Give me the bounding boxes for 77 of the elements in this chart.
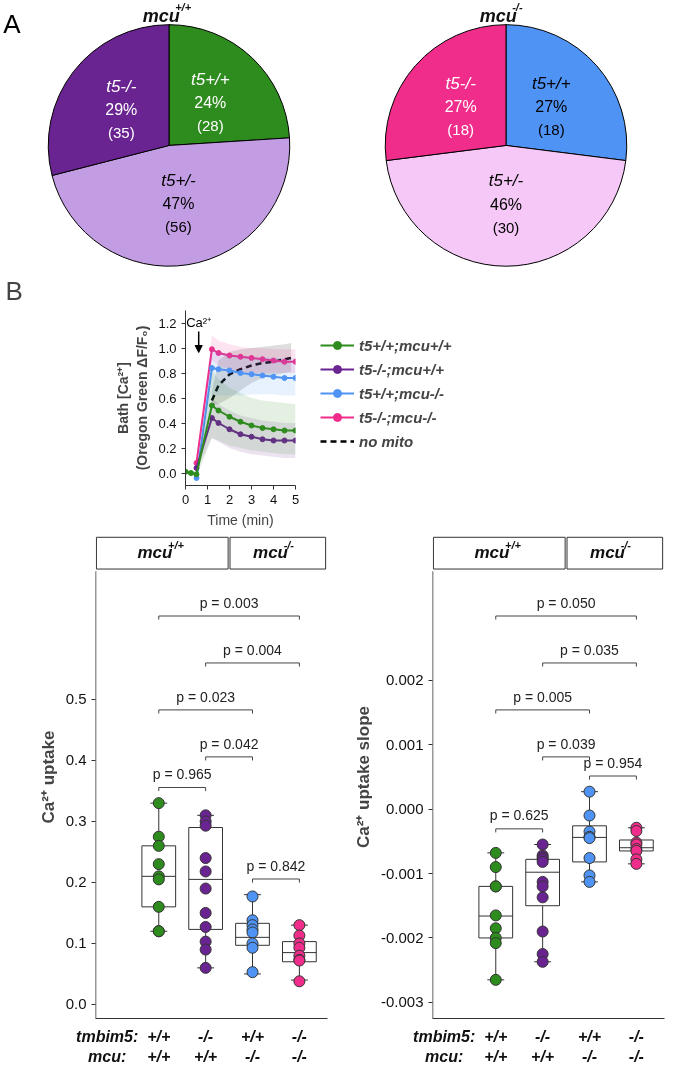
data-label: 47% (56) xyxy=(162,195,195,236)
annotation: Ca²⁺ xyxy=(186,315,212,331)
text: mcu-/- xyxy=(590,538,632,562)
x-tick-label: -/- -/- xyxy=(291,1027,307,1065)
y-tick-label: 0.2 xyxy=(158,440,177,456)
y-tick-label: 0.2 xyxy=(65,873,87,891)
x-tick-label: 1 xyxy=(203,491,212,507)
legend-label: t5-/-;mcu-/- xyxy=(359,408,437,426)
annotation: p = 0.023 xyxy=(176,688,236,705)
annotation: p = 0.004 xyxy=(223,641,283,658)
chart-title: mcu-/- xyxy=(479,1,523,26)
annotation: p = 0.050 xyxy=(536,594,596,611)
y-tick-label: -0.001 xyxy=(380,864,424,882)
chart-title: mcu+/+ xyxy=(142,1,192,26)
y-tick-label: 0.6 xyxy=(158,390,177,406)
y-tick-label: 0.0 xyxy=(65,995,87,1013)
y-tick-label: 0.3 xyxy=(65,812,87,830)
data-label: 27% (18) xyxy=(444,98,477,139)
x-tick-label: 2 xyxy=(225,491,234,507)
text: mcu-/- xyxy=(253,538,295,562)
y-tick-label: 0.5 xyxy=(65,690,87,708)
y-tick-label: 1.2 xyxy=(158,315,177,331)
x-tick-label: +/+ -/- xyxy=(240,1027,265,1065)
x-tick-label: +/+ -/- xyxy=(577,1027,602,1065)
x-tick-label: -/- +/+ xyxy=(531,1027,555,1065)
y-tick-label: 0.4 xyxy=(65,751,87,769)
y-tick-label: 1.0 xyxy=(158,340,177,356)
y-tick-label: 0.1 xyxy=(65,934,87,952)
y-axis-title: Bath [Ca²⁺] (Oregon Green ΔF/F₀) xyxy=(115,325,151,471)
slice-label: t5+/- xyxy=(488,171,524,191)
annotation: p = 0.039 xyxy=(536,735,596,752)
slice-label: t5-/- xyxy=(106,76,137,96)
slice-label: t5-/- xyxy=(445,73,477,93)
annotation: p = 0.965 xyxy=(152,766,212,783)
text: mcu+/+ xyxy=(474,538,522,562)
annotation: p = 0.035 xyxy=(560,641,620,658)
x-tick-label: +/+ +/+ xyxy=(484,1027,508,1065)
data-label: 27% (18) xyxy=(535,98,568,139)
x-tick-label: -/- -/- xyxy=(628,1027,644,1065)
data-label: 24% (28) xyxy=(194,94,227,135)
slice-label: t5+/+ xyxy=(531,73,571,93)
legend-label: no mito xyxy=(359,432,414,450)
x-tick-label: -/- +/+ xyxy=(194,1027,218,1065)
annotation: p = 0.954 xyxy=(583,754,643,771)
x-tick-label: 5 xyxy=(291,491,300,507)
x-axis-title: Time (min) xyxy=(207,511,274,528)
legend-label: t5+/+;mcu+/+ xyxy=(359,336,452,354)
y-tick-label: 0.000 xyxy=(385,800,424,818)
text: mcu+/+ xyxy=(137,538,185,562)
x-axis-title: tmbim5: mcu: xyxy=(413,1027,476,1065)
slice-label: t5+/- xyxy=(161,170,197,190)
slice-label: t5+/+ xyxy=(190,69,230,89)
data-label: 46% (30) xyxy=(489,195,523,236)
annotation: p = 0.842 xyxy=(246,857,306,874)
legend-label: t5-/-;mcu+/+ xyxy=(359,360,445,378)
y-tick-label: 0.0 xyxy=(158,465,177,481)
x-tick-label: +/+ +/+ xyxy=(147,1027,171,1065)
annotation: p = 0.625 xyxy=(489,807,549,824)
y-tick-label: 0.8 xyxy=(158,365,177,381)
y-tick-label: 0.4 xyxy=(158,415,177,431)
x-tick-label: 0 xyxy=(181,491,190,507)
text: B xyxy=(5,275,23,306)
y-tick-label: -0.003 xyxy=(380,993,424,1011)
text: A xyxy=(3,8,22,39)
y-tick-label: 0.002 xyxy=(385,671,424,689)
y-tick-label: -0.002 xyxy=(380,928,424,946)
annotation: p = 0.042 xyxy=(199,735,259,752)
data-label: 29% (35) xyxy=(105,100,138,142)
y-tick-label: 0.001 xyxy=(385,735,424,753)
y-axis-title: Ca²⁺ uptake slope xyxy=(353,705,373,849)
x-tick-label: 3 xyxy=(247,491,256,507)
y-axis-title: Ca²⁺ uptake xyxy=(38,730,58,824)
x-tick-label: 4 xyxy=(269,491,278,507)
annotation: p = 0.005 xyxy=(513,688,573,705)
annotation: p = 0.003 xyxy=(199,594,259,611)
x-axis-title: tmbim5: mcu: xyxy=(76,1027,139,1065)
legend-label: t5+/+;mcu-/- xyxy=(359,384,445,402)
